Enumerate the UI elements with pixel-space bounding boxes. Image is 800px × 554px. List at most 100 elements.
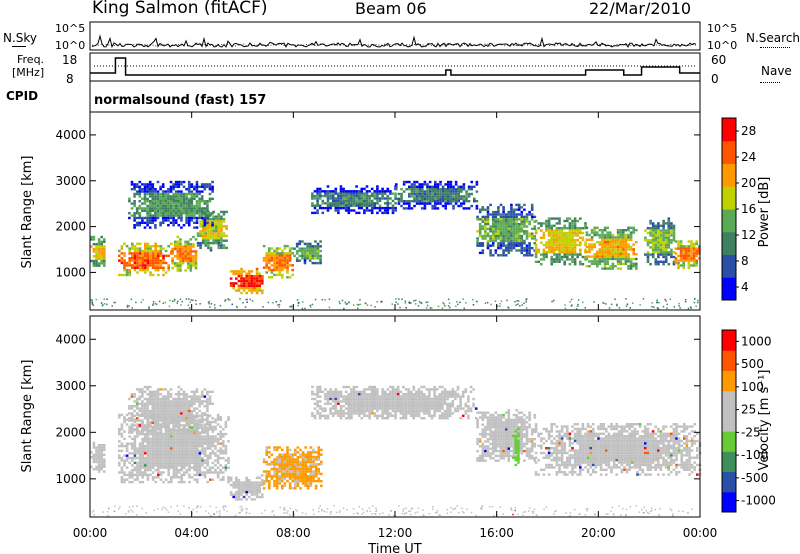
- power-cell: [180, 204, 183, 208]
- power-cell: [363, 211, 366, 215]
- power-cell: [203, 185, 207, 188]
- power-cell: [176, 269, 180, 272]
- power-cell: [195, 185, 199, 188]
- power-cell: [308, 252, 312, 255]
- power-cell: [512, 215, 516, 219]
- velocity-cell: [167, 442, 170, 445]
- velocity-cell: [159, 432, 163, 436]
- power-cell: [273, 252, 276, 255]
- power-cell: [133, 183, 136, 186]
- power-cell: [428, 188, 432, 191]
- velocity-cell: [318, 400, 322, 403]
- power-cell: [517, 227, 521, 231]
- power-cell: [136, 254, 139, 257]
- power-cell: [190, 209, 194, 212]
- velocity-cell: [294, 487, 297, 490]
- power-cell: [695, 252, 698, 255]
- velocity-cell: [296, 451, 300, 454]
- power-cell: [523, 254, 526, 257]
- power-cell: [159, 245, 163, 248]
- power-cell: [141, 269, 144, 272]
- power-cell: [229, 277, 233, 280]
- velocity-cell: [248, 491, 251, 494]
- power-cell: [321, 190, 325, 193]
- power-cell: [146, 200, 149, 203]
- velocity-cell: [288, 465, 292, 468]
- velocity-cell: [258, 483, 261, 487]
- velocity-cell: [138, 430, 142, 433]
- power-cell: [123, 252, 126, 255]
- power-cell: [200, 197, 204, 200]
- velocity-cell: [172, 435, 176, 438]
- velocity-cell: [331, 397, 335, 401]
- power-cell: [172, 204, 175, 208]
- power-cell: [203, 216, 207, 220]
- velocity-cell: [201, 471, 204, 474]
- velocity-cell: [185, 393, 188, 396]
- power-cell: [370, 192, 374, 195]
- power-cell: [186, 255, 190, 258]
- power-cell: [598, 248, 602, 251]
- velocity-cell: [304, 460, 307, 464]
- velocity-cell: [123, 461, 126, 465]
- velocity-cell: [177, 447, 181, 450]
- velocity-cell: [151, 452, 155, 455]
- power-cell: [143, 200, 147, 203]
- power-cell: [169, 207, 173, 210]
- power-cell: [148, 185, 152, 188]
- velocity-cell: [294, 467, 297, 471]
- power-cell: [316, 254, 320, 258]
- power-cell: [649, 219, 652, 223]
- velocity-cell: [193, 402, 196, 405]
- power-cell: [571, 246, 574, 249]
- power-cell: [199, 244, 202, 247]
- power-cell: [170, 242, 173, 245]
- power-cell: [179, 243, 182, 246]
- power-cell: [566, 217, 569, 220]
- velocity-cell: [211, 437, 215, 441]
- power-cell: [510, 206, 513, 209]
- power-cell: [192, 264, 195, 267]
- velocity-cell: [334, 393, 338, 396]
- power-speckle: [695, 305, 697, 308]
- power-cell: [200, 214, 204, 217]
- velocity-cell: [143, 402, 147, 405]
- power-cell: [217, 225, 221, 228]
- power-speckle: [417, 305, 420, 307]
- power-cell: [481, 249, 485, 252]
- nave-tick-low: 0: [711, 72, 719, 86]
- velocity-cell: [329, 407, 332, 410]
- power-cell: [410, 190, 414, 193]
- power-cell: [355, 185, 358, 188]
- power-cell: [208, 185, 212, 188]
- velocity-cell: [100, 463, 103, 466]
- power-cell: [301, 254, 304, 258]
- velocity-cell: [198, 473, 202, 477]
- power-cell: [584, 241, 587, 244]
- nave-label: Nave: [761, 64, 792, 78]
- velocity-cell: [182, 409, 186, 413]
- velocity-cell: [312, 458, 315, 461]
- power-cell: [95, 257, 98, 260]
- power-cell: [502, 225, 505, 228]
- velocity-cell: [141, 412, 144, 415]
- velocity-cell: [294, 458, 297, 461]
- velocity-cell: [146, 409, 149, 413]
- power-cell: [489, 237, 492, 240]
- power-cell: [542, 243, 546, 247]
- power-cell: [97, 255, 101, 258]
- power-cell: [291, 268, 294, 272]
- power-cell: [659, 231, 663, 235]
- power-cell: [510, 232, 513, 235]
- power-cell: [189, 257, 193, 260]
- power-cell: [261, 289, 264, 292]
- power-cell: [250, 289, 254, 292]
- velocity-cell: [128, 425, 131, 429]
- power-cell: [311, 254, 315, 258]
- velocity-cell: [286, 453, 289, 456]
- velocity-cell: [157, 476, 160, 479]
- velocity-cell: [255, 493, 259, 496]
- power-cell: [457, 192, 460, 196]
- power-cell: [413, 192, 416, 196]
- power-cell: [408, 200, 411, 203]
